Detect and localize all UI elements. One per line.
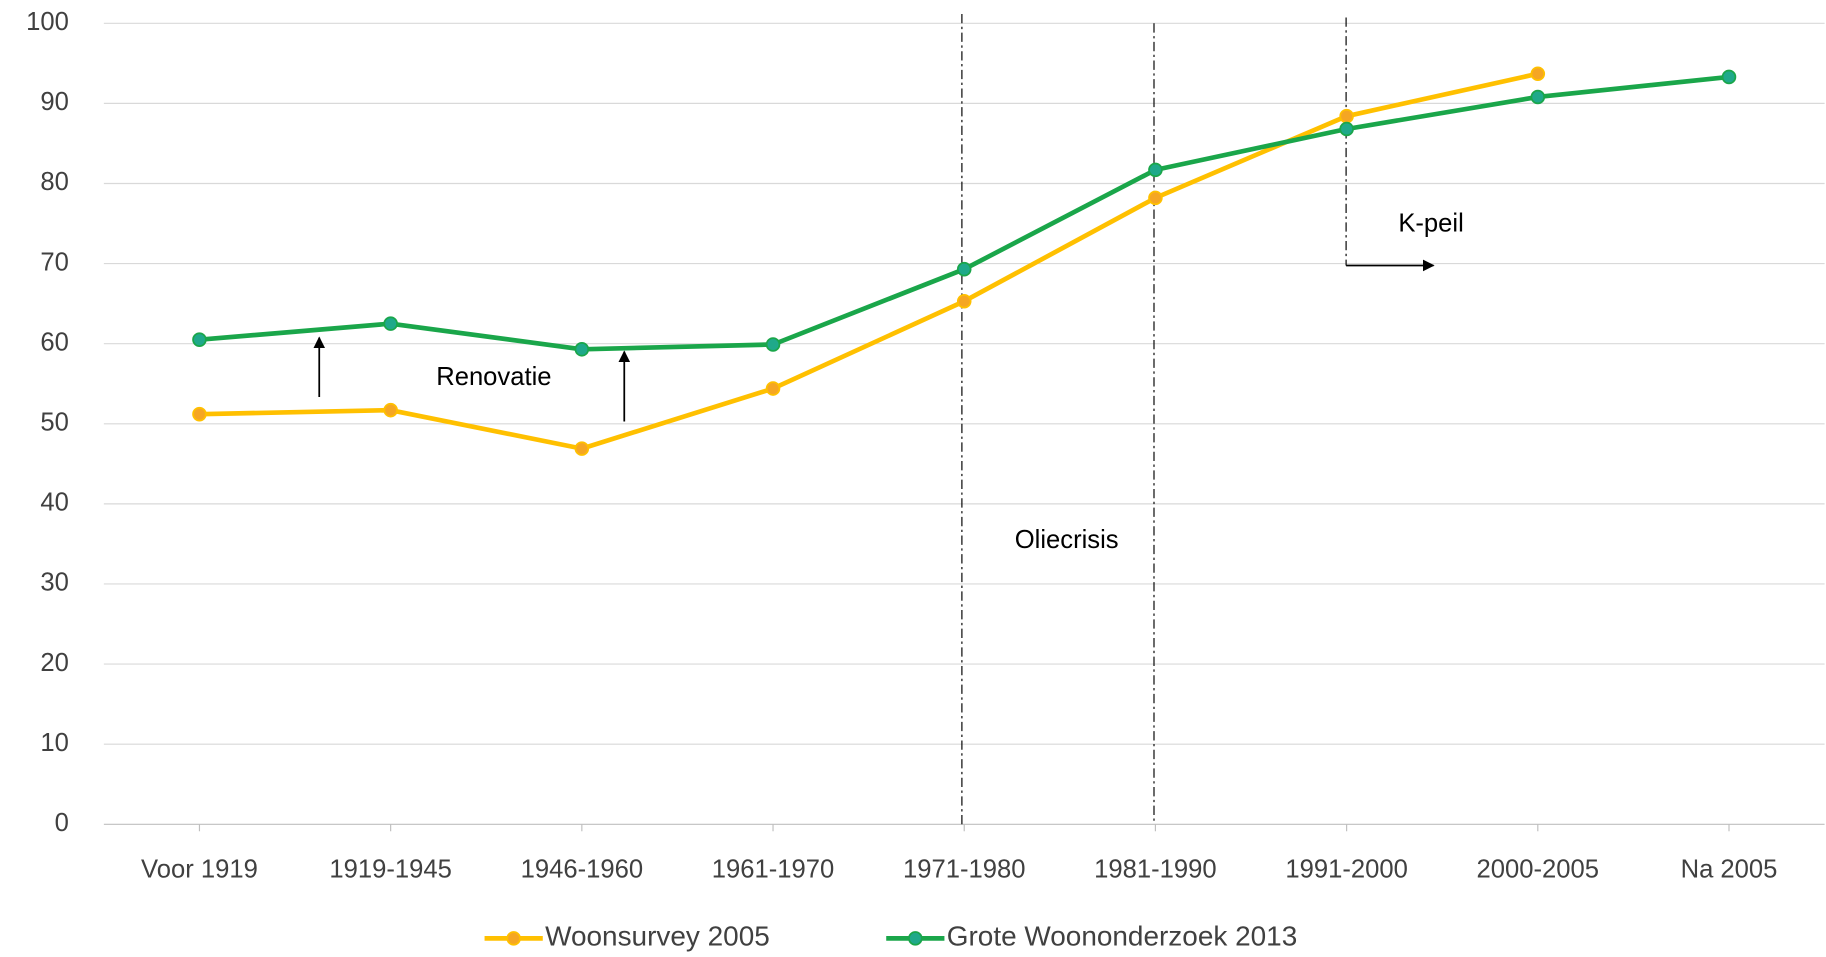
y-tick-label: 100: [26, 8, 69, 36]
data-point: [192, 406, 207, 422]
data-point: [1148, 162, 1163, 178]
data-point: [765, 337, 781, 352]
legend-label: Grote Woononderzoek 2013: [947, 921, 1297, 952]
data-point: [956, 261, 972, 277]
legend-marker: [908, 931, 923, 946]
x-tick-label: 2000-2005: [1477, 856, 1599, 884]
annotation: Oliecrisis: [1015, 526, 1119, 554]
y-tick-label: 80: [40, 168, 69, 196]
data-point: [574, 441, 590, 456]
data-point: [1721, 69, 1737, 85]
x-tick-label: 1961-1970: [712, 856, 834, 884]
data-point: [1530, 66, 1546, 82]
data-point: [574, 342, 590, 357]
x-tick-label: 1981-1990: [1094, 856, 1216, 884]
x-tick-label: 1946-1960: [521, 856, 643, 884]
y-tick-label: 20: [40, 649, 69, 677]
y-tick-label: 10: [40, 729, 69, 757]
data-point: [956, 293, 972, 309]
legend-label: Woonsurvey 2005: [545, 921, 770, 952]
y-tick-label: 30: [40, 569, 69, 597]
grid: [103, 22, 1825, 832]
annotation: Renovatie: [436, 363, 551, 391]
data-point: [383, 316, 398, 331]
x-tick-label: Na 2005: [1681, 856, 1778, 884]
x-tick-label: 1919-1945: [329, 856, 451, 884]
y-tick-label: 90: [40, 88, 69, 116]
y-tick-label: 70: [40, 248, 69, 276]
y-tick-label: 0: [55, 809, 69, 837]
data-point: [1148, 190, 1163, 206]
data-point: [1339, 108, 1354, 124]
y-tick-label: 40: [40, 489, 69, 517]
legend-marker: [506, 931, 521, 946]
y-tick-label: 50: [40, 409, 69, 437]
x-tick-label: Voor 1919: [141, 856, 258, 884]
y-tick-label: 60: [40, 328, 69, 356]
x-tick-label: 1971-1980: [903, 856, 1025, 884]
series-line: [199, 71, 1539, 451]
data-point: [383, 402, 398, 418]
data-point: [1530, 89, 1546, 105]
data-point: [1339, 121, 1354, 137]
annotation: K-peil: [1398, 209, 1463, 237]
data-point: [765, 381, 781, 396]
x-tick-label: 1991-2000: [1285, 856, 1407, 884]
data-point: [192, 332, 207, 347]
